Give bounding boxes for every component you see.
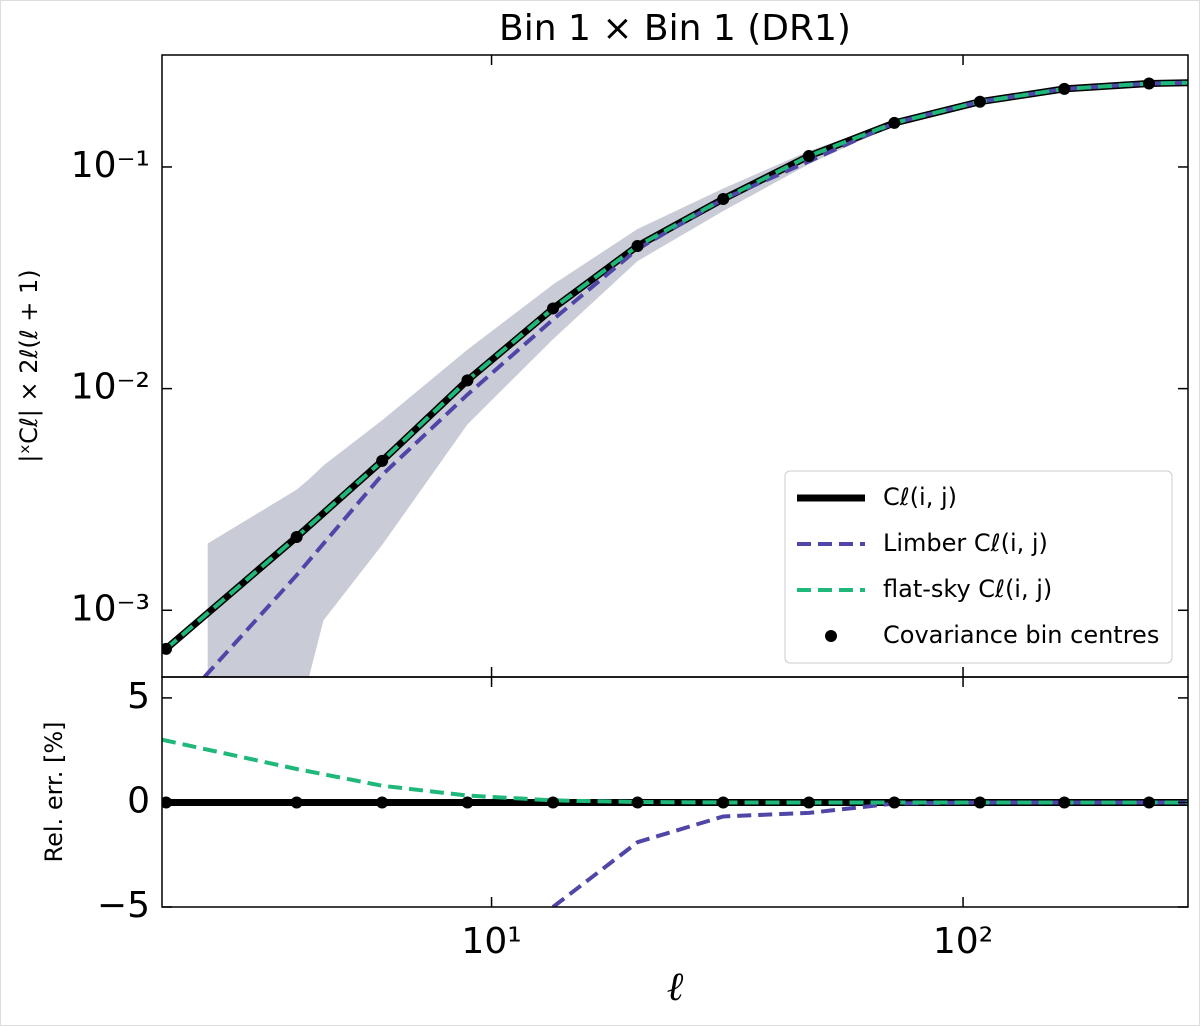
y-tick-label: 10⁻²	[71, 367, 150, 408]
data-point	[290, 796, 303, 809]
plot-area	[162, 77, 1188, 677]
data-point	[547, 796, 560, 809]
error-band	[207, 82, 1188, 677]
legend-label: flat-sky Cℓ(i, j)	[883, 575, 1052, 603]
data-point	[461, 374, 474, 387]
x-axis-label: ℓ	[667, 964, 684, 1010]
data-point	[717, 192, 730, 205]
axes-frame	[161, 676, 1189, 908]
data-point	[1058, 82, 1071, 95]
plot-area	[162, 737, 1188, 907]
data-point	[888, 116, 901, 129]
y-axis-label: |ˣCℓ| × 2ℓ(ℓ + 1)	[15, 269, 43, 462]
y-axis-label: Rel. err. [%]	[40, 722, 68, 863]
data-point	[290, 531, 303, 544]
data-point	[547, 302, 560, 315]
legend-box	[784, 470, 1173, 664]
data-point	[631, 239, 644, 252]
legend-label: Cℓ(i, j)	[883, 483, 957, 511]
data-point	[376, 454, 389, 467]
data-point	[802, 150, 815, 163]
y-tick-label: 10⁻³	[71, 588, 150, 629]
data-point	[162, 642, 173, 655]
legend-label: Limber Cℓ(i, j)	[883, 529, 1048, 557]
y-tick-label: 10⁻¹	[71, 145, 150, 186]
data-point	[1058, 796, 1071, 809]
x-tick-label: 10²	[933, 921, 993, 962]
data-point	[802, 796, 815, 809]
data-point	[1143, 796, 1156, 809]
data-point	[461, 796, 474, 809]
data-point	[1143, 77, 1156, 90]
data-point	[973, 796, 986, 809]
x-tick-label: 10¹	[461, 921, 521, 962]
data-point	[631, 796, 644, 809]
data-point	[376, 796, 389, 809]
data-point	[717, 796, 730, 809]
legend-marker	[825, 630, 837, 642]
y-tick-label: 0	[127, 780, 150, 821]
chart-title: Bin 1 × Bin 1 (DR1)	[499, 8, 851, 49]
y-tick-label: −5	[97, 885, 150, 926]
data-point	[888, 796, 901, 809]
data-point	[973, 95, 986, 108]
y-tick-label: 5	[127, 676, 150, 717]
legend-label: Covariance bin centres	[883, 621, 1159, 649]
